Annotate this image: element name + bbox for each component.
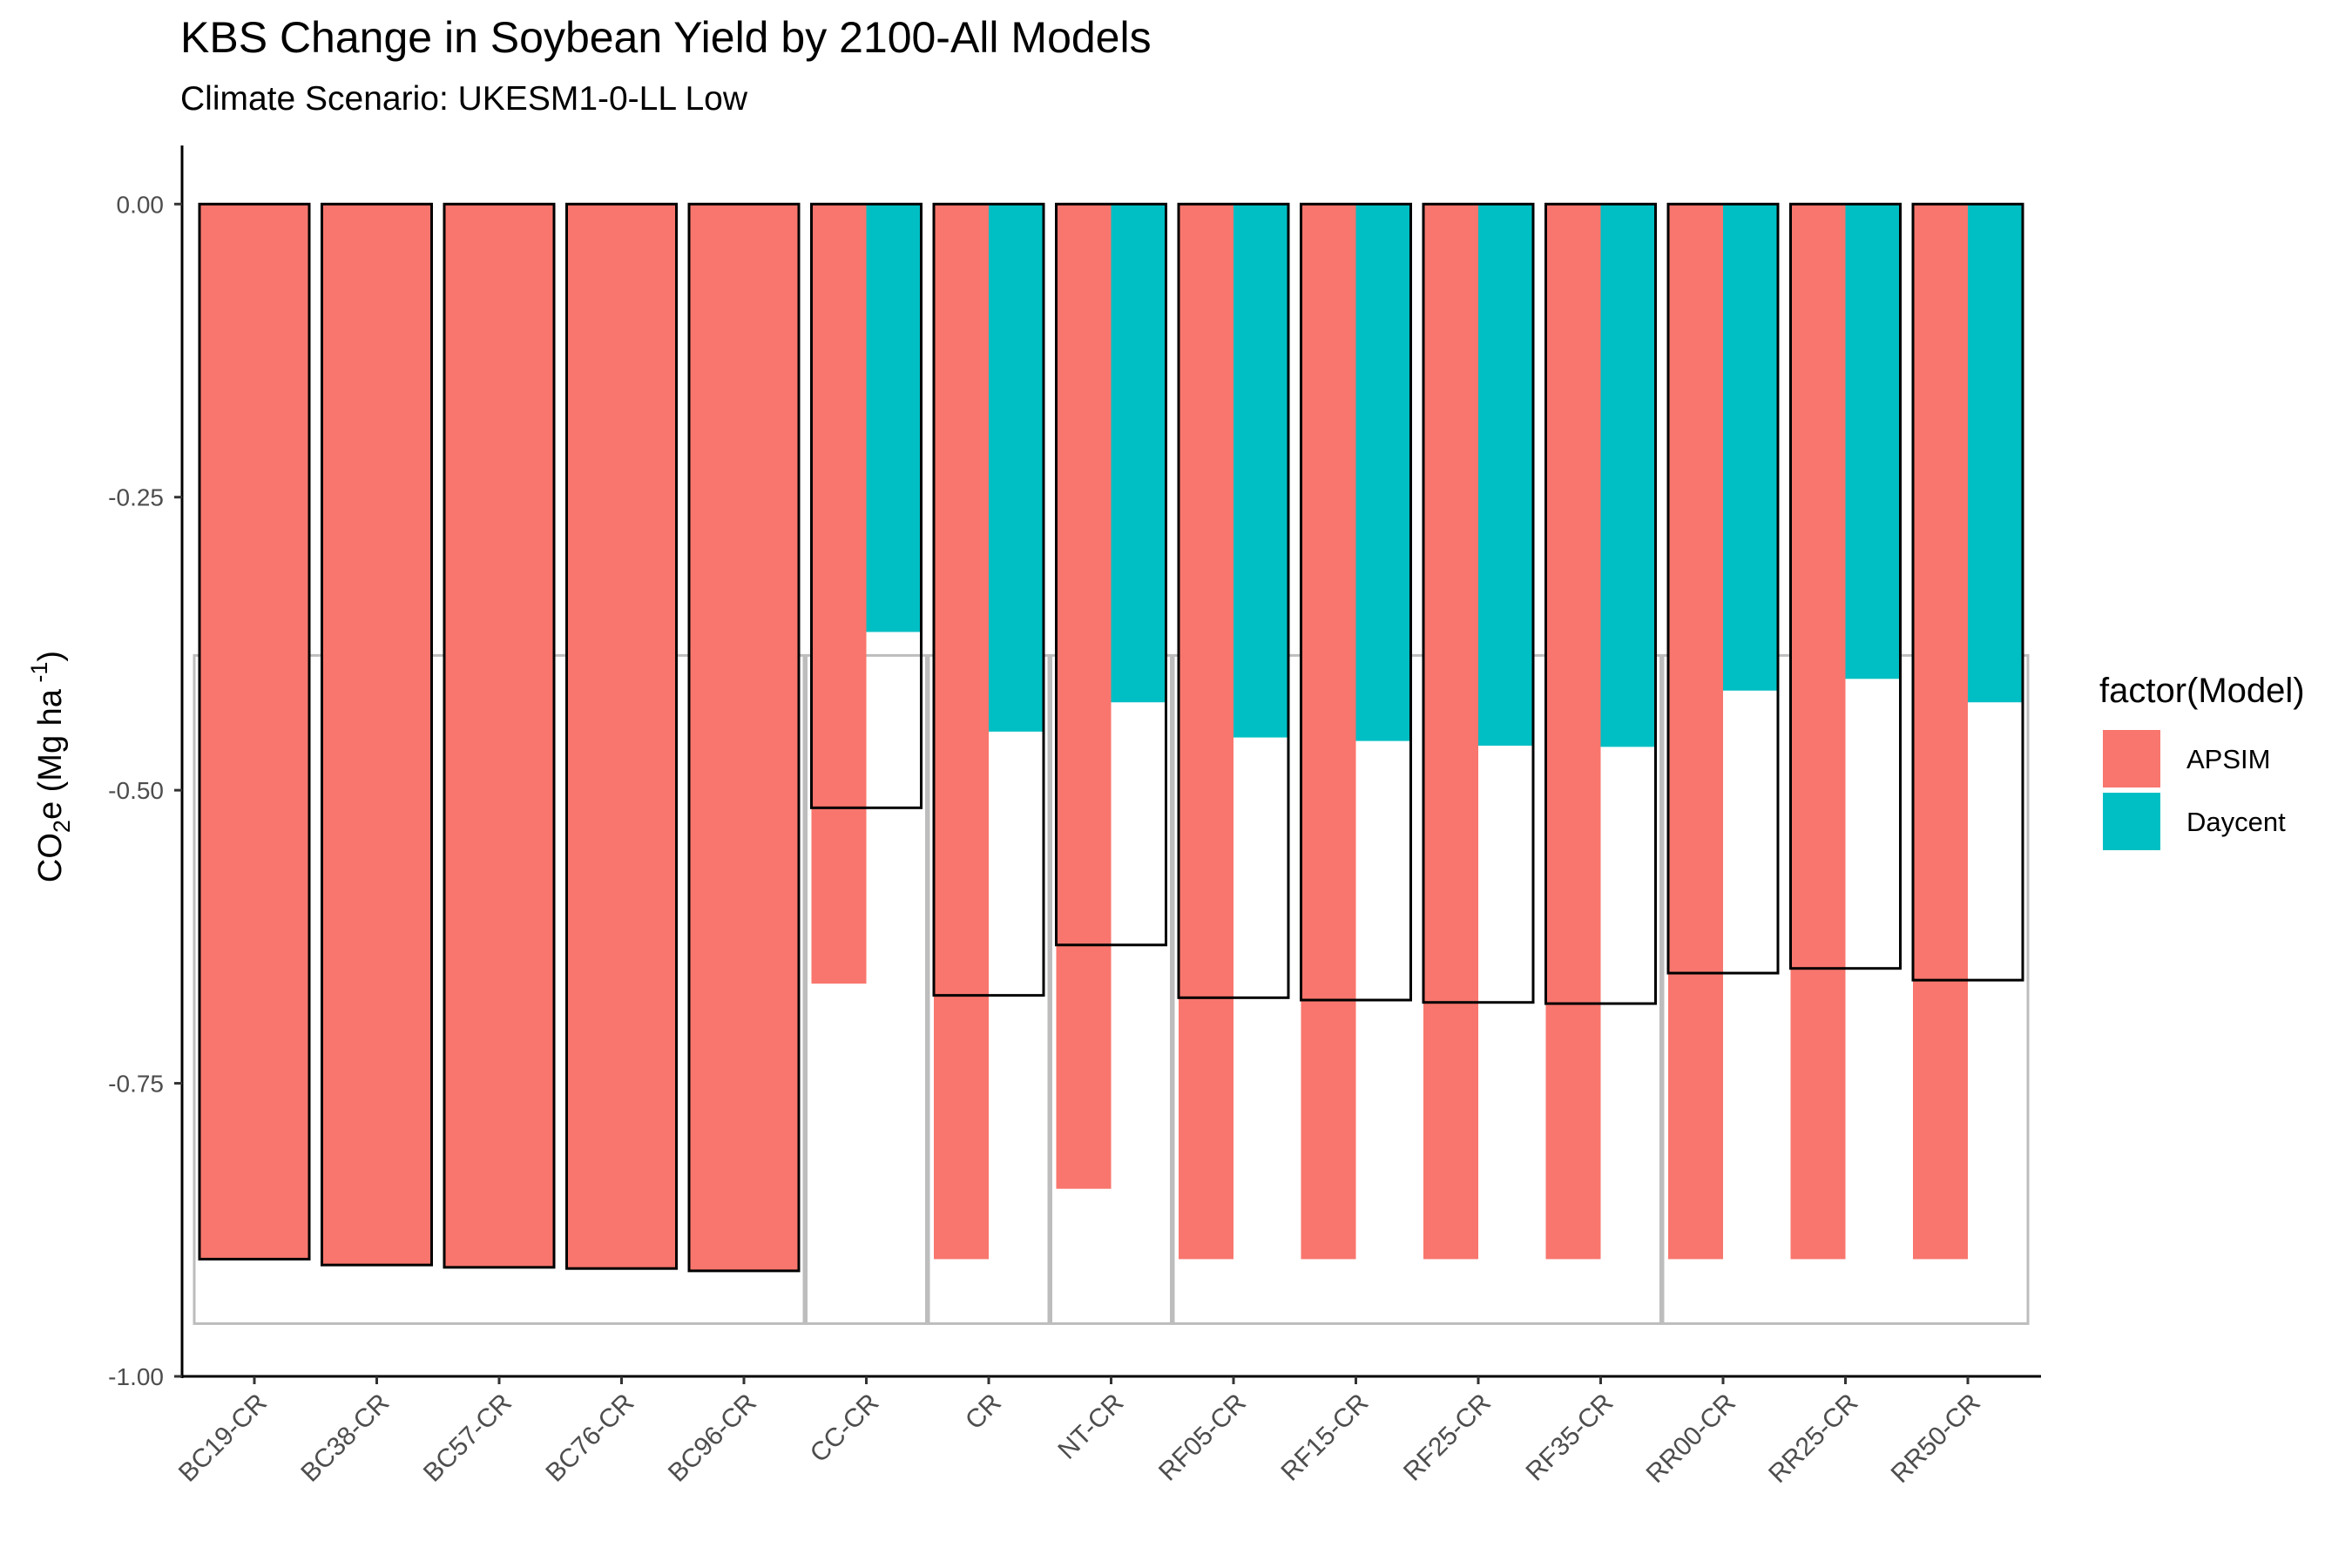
mean-outline-RR00-CR: [1666, 202, 1780, 975]
x-tick-label: RF35-CR: [1521, 1389, 1619, 1487]
x-tick-label: BC38-CR: [295, 1389, 395, 1488]
ylabel-sub: 2: [49, 820, 75, 833]
legend: factor(Model) APSIM Daycent: [2099, 672, 2305, 850]
bar-apsim-RF35-CR: [1545, 204, 1601, 1260]
mean-outline-BC19-CR: [198, 202, 311, 1260]
x-tick-label: RR50-CR: [1886, 1389, 1986, 1489]
bar-daycent-CC-CR: [866, 204, 922, 632]
x-tick-label: BC76-CR: [540, 1389, 639, 1488]
y-tick-label: -0.75: [108, 1071, 164, 1098]
legend-swatch-daycent: [2103, 793, 2160, 850]
bars-layer: [199, 204, 2023, 1271]
mean-outline-RR50-CR: [1911, 202, 2024, 982]
bar-apsim-BC96-CR: [689, 204, 799, 1271]
x-tick-label: RF15-CR: [1276, 1389, 1375, 1487]
ylabel-sup: -1: [26, 662, 52, 690]
x-tick-label: BC57-CR: [418, 1389, 517, 1488]
mean-outline-RF05-CR: [1177, 202, 1290, 999]
x-tick-label: NT-CR: [1052, 1389, 1129, 1465]
y-tick-label: -0.50: [108, 777, 164, 804]
x-ticks: BC19-CR BC38-CR BC57-CR BC76-CR BC96-CR CC-CR…: [173, 1376, 1986, 1489]
y-tick-label: 0.00: [117, 191, 165, 218]
mean-outlines: [198, 202, 2024, 1273]
x-tick-label: RR25-CR: [1763, 1389, 1863, 1489]
bar-daycent-RR50-CR: [1968, 204, 2023, 703]
bar-apsim-RR25-CR: [1790, 204, 1846, 1260]
chart-title: KBS Change in Soybean Yield by 2100-All …: [180, 13, 1152, 62]
ylabel-suffix: ): [32, 651, 69, 662]
mean-outline-NT-CR: [1055, 202, 1167, 947]
mean-outline-RF15-CR: [1300, 202, 1412, 1002]
bar-daycent-NT-CR: [1111, 204, 1166, 703]
bar-daycent-RF15-CR: [1355, 204, 1411, 741]
bar-apsim-RF15-CR: [1301, 204, 1356, 1260]
bar-apsim-BC57-CR: [444, 204, 554, 1267]
x-tick-label: RF05-CR: [1153, 1389, 1252, 1487]
bar-apsim-BC19-CR: [199, 204, 309, 1260]
x-tick-label: CC-CR: [805, 1389, 885, 1469]
mean-outline-BC96-CR: [687, 202, 801, 1273]
legend-swatch-apsim: [2103, 730, 2160, 787]
ylabel-prefix: CO: [32, 833, 69, 882]
bar-daycent-RF25-CR: [1478, 204, 1533, 747]
group-box-5: [1172, 653, 1662, 1325]
x-tick-label: BC19-CR: [173, 1389, 273, 1488]
bar-apsim-CR: [934, 204, 989, 1260]
bar-apsim-RF25-CR: [1423, 204, 1478, 1260]
mean-outline-CC-CR: [810, 202, 923, 809]
mean-outline-RF35-CR: [1544, 202, 1657, 1005]
legend-label-apsim: APSIM: [2186, 744, 2270, 774]
mean-outline-BC38-CR: [321, 202, 433, 1267]
svg-text:CO2e (Mg ha -1): CO2e (Mg ha -1): [26, 651, 75, 882]
bar-daycent-CR: [989, 204, 1044, 732]
mean-outline-RF25-CR: [1422, 202, 1535, 1004]
bar-apsim-RF05-CR: [1179, 204, 1233, 1260]
ylabel-mid: e (Mg ha: [32, 688, 69, 820]
legend-label-daycent: Daycent: [2186, 807, 2286, 837]
bar-apsim-NT-CR: [1056, 204, 1112, 1189]
mean-outline-BC76-CR: [565, 202, 678, 1270]
bar-apsim-RR00-CR: [1668, 204, 1723, 1260]
bar-daycent-RF05-CR: [1233, 204, 1288, 738]
x-tick-label: CR: [960, 1389, 1007, 1436]
mean-outline-CR: [932, 202, 1045, 997]
x-tick-label: RR00-CR: [1641, 1389, 1741, 1489]
bar-apsim-CC-CR: [811, 204, 867, 984]
y-axis-label: CO2e (Mg ha -1): [26, 651, 75, 882]
x-tick-label: RF25-CR: [1398, 1389, 1497, 1487]
bar-apsim-RR50-CR: [1913, 204, 1968, 1260]
bar-daycent-RR00-CR: [1723, 204, 1778, 691]
legend-title: factor(Model): [2099, 672, 2305, 710]
chart-subtitle: Climate Scenario: UKESM1-0-LL Low: [180, 80, 747, 118]
mean-outline-RR25-CR: [1789, 202, 1902, 970]
bar-apsim-BC76-CR: [566, 204, 677, 1269]
bar-daycent-RR25-CR: [1845, 204, 1901, 679]
mean-outline-BC57-CR: [443, 202, 556, 1269]
y-tick-label: -1.00: [108, 1363, 164, 1390]
y-tick-label: -0.25: [108, 484, 164, 511]
x-tick-label: BC96-CR: [663, 1389, 762, 1488]
y-ticks: 0.00 -0.25 -0.50 -0.75 -1.00: [108, 191, 182, 1390]
bar-daycent-RF35-CR: [1600, 204, 1656, 747]
bar-apsim-BC38-CR: [321, 204, 432, 1266]
